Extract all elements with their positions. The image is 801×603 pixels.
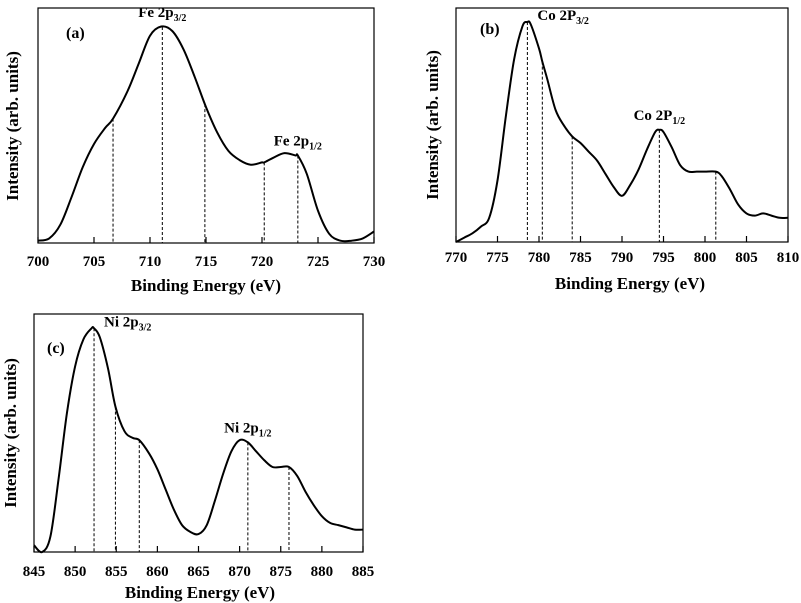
panel-b-peak-annotation-1: Co 2P1/2 <box>634 108 686 127</box>
panel-b-x-tick-label-7: 805 <box>735 250 758 266</box>
panel-a-x-ticks: 700 705 710 715 720 725 730 <box>27 237 386 270</box>
panel-b-co-2p: (b) 770 775 780 785 790 795 800 805 810 Co 2P3/2… <box>423 7 800 293</box>
panel-c-label: (c) <box>47 340 65 357</box>
panel-c-ni-2p: (c) 845 850 855 860 865 870 875 880 885 Ni 2p3/2… <box>1 313 375 602</box>
panel-c-x-tick-label-8: 885 <box>352 564 375 580</box>
panel-a-x-tick-label-1: 705 <box>83 254 106 270</box>
panel-c-x-tick-label-1: 850 <box>64 564 87 580</box>
panel-b-x-ticks: 770 775 780 785 790 795 800 805 810 <box>445 236 800 266</box>
panel-a-plot-frame <box>37 7 375 244</box>
panel-b-x-tick-label-2: 780 <box>528 250 551 266</box>
panel-b-x-tick-label-8: 810 <box>777 250 800 266</box>
panel-a-x-tick-label-4: 720 <box>251 254 274 270</box>
panel-b-plot-frame <box>455 7 789 243</box>
panel-b-label: (b) <box>480 21 500 38</box>
panel-a-x-tick-label-0: 700 <box>27 254 50 270</box>
panel-a-y-axis-title: Intensity (arb. units) <box>3 51 22 201</box>
panel-b-peak-markers <box>526 22 717 242</box>
panel-a-peak-markers <box>112 26 299 243</box>
panel-b-x-tick-label-1: 775 <box>486 250 509 266</box>
panel-a-annotations: Fe 2p3/2 Fe 2p1/2 <box>138 5 322 153</box>
panel-a-x-tick-label-5: 725 <box>307 254 330 270</box>
panel-c-plot-frame <box>33 313 364 553</box>
panel-a-x-tick-label-6: 730 <box>363 254 386 270</box>
panel-b-y-axis-title: Intensity (arb. units) <box>423 50 442 200</box>
panel-a-spectrum-line <box>37 25 375 243</box>
panel-c-x-tick-label-0: 845 <box>23 564 46 580</box>
panel-c-x-tick-label-4: 865 <box>187 564 210 580</box>
panel-c-x-ticks: 845 850 855 860 865 870 875 880 885 <box>23 546 375 580</box>
panel-b-spectrum-line <box>455 20 789 243</box>
panel-a-x-tick-label-3: 715 <box>195 254 218 270</box>
panel-a-peak-annotation-1: Fe 2p1/2 <box>274 133 322 152</box>
panel-b-x-tick-label-3: 785 <box>569 250 592 266</box>
panel-b-series <box>455 20 789 243</box>
panel-c-annotations: Ni 2p3/2 Ni 2p1/2 <box>104 314 271 439</box>
panel-c-x-axis-title: Binding Energy (eV) <box>125 583 275 602</box>
panel-c-x-tick-label-3: 860 <box>146 564 169 580</box>
panel-a-series <box>37 25 375 243</box>
panel-c-y-axis-title: Intensity (arb. units) <box>1 358 20 508</box>
panel-a-x-axis-title: Binding Energy (eV) <box>131 276 281 295</box>
panel-b-x-tick-label-4: 790 <box>611 250 634 266</box>
panel-b-annotations: Co 2P3/2 Co 2P1/2 <box>537 8 685 127</box>
panel-b-peak-annotation-0: Co 2P3/2 <box>537 8 589 27</box>
panel-a-x-tick-label-2: 710 <box>139 254 162 270</box>
panel-c-peak-annotation-0: Ni 2p3/2 <box>104 314 151 333</box>
panel-c-peak-annotation-1: Ni 2p1/2 <box>224 420 271 439</box>
panel-c-spectrum-line <box>33 326 364 554</box>
panel-b-x-axis-title: Binding Energy (eV) <box>555 274 705 293</box>
panel-b-x-tick-label-5: 795 <box>652 250 675 266</box>
panel-c-x-tick-label-2: 855 <box>105 564 128 580</box>
panel-a-fe-2p: (a) 700 705 710 715 720 725 730 Fe 2p3/2 Fe 2p1… <box>3 5 385 295</box>
panel-c-peak-markers <box>93 328 290 552</box>
panel-c-x-tick-label-5: 870 <box>228 564 251 580</box>
panel-c-x-tick-label-6: 875 <box>270 564 293 580</box>
panel-b-x-tick-label-0: 770 <box>445 250 468 266</box>
panel-b-x-tick-label-6: 800 <box>694 250 717 266</box>
panel-a-peak-annotation-0: Fe 2p3/2 <box>138 5 186 24</box>
panel-a-label: (a) <box>66 25 85 42</box>
panel-c-x-tick-label-7: 880 <box>311 564 334 580</box>
panel-c-series <box>33 326 364 554</box>
